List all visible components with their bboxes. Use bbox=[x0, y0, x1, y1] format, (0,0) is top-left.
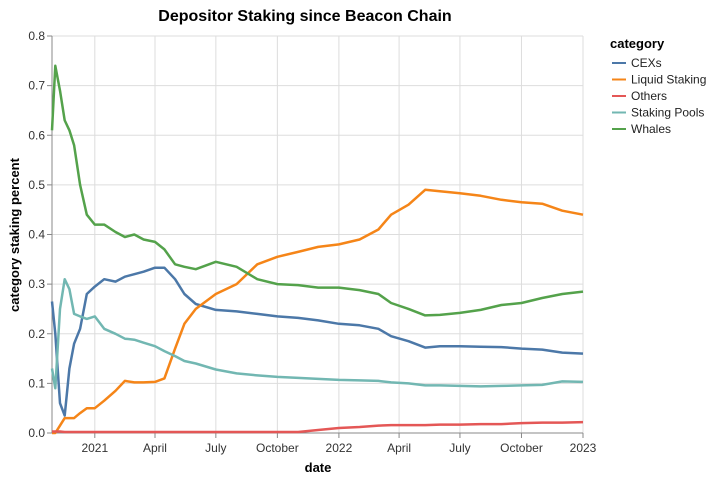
series-line-cexs bbox=[50, 266, 584, 417]
y-tick-label: 0.3 bbox=[28, 277, 45, 291]
x-tick-label: July bbox=[205, 441, 226, 455]
y-tick-label: 0.4 bbox=[28, 228, 45, 242]
y-tick-label: 0.8 bbox=[28, 29, 45, 43]
y-tick-label: 0.6 bbox=[28, 128, 45, 142]
legend-title: category bbox=[610, 36, 665, 51]
series-line-liquid-staking bbox=[52, 188, 584, 435]
x-tick-label: July bbox=[449, 441, 470, 455]
x-tick-label: 2023 bbox=[570, 441, 597, 455]
legend-label: Others bbox=[631, 89, 667, 103]
x-tick-label: October bbox=[256, 441, 299, 455]
x-tick-label: April bbox=[143, 441, 167, 455]
y-tick-label: 0.1 bbox=[28, 376, 45, 390]
legend-label: Liquid Staking bbox=[631, 73, 706, 87]
y-axis-label: category staking percent bbox=[7, 157, 22, 312]
legend: category CEXs Liquid Staking Others Staking… bbox=[610, 36, 706, 136]
series-line-staking-pools bbox=[50, 277, 584, 390]
x-tick-label: 2021 bbox=[81, 441, 108, 455]
series-line-whales bbox=[50, 64, 584, 317]
x-tick-label: April bbox=[387, 441, 411, 455]
legend-label: CEXs bbox=[631, 56, 662, 70]
legend-label: Whales bbox=[631, 122, 671, 136]
y-tick-label: 0.7 bbox=[28, 79, 45, 93]
x-axis-label: date bbox=[305, 460, 332, 475]
y-tick-label: 0.2 bbox=[28, 327, 45, 341]
series-lines bbox=[50, 64, 584, 435]
y-tick-label: 0.0 bbox=[28, 426, 45, 440]
legend-label: Staking Pools bbox=[631, 106, 704, 120]
grid bbox=[52, 35, 584, 434]
series-line-others bbox=[52, 420, 584, 434]
x-tick-label: 2022 bbox=[326, 441, 353, 455]
x-tick-label: October bbox=[500, 441, 543, 455]
axes: 0.0 0.1 0.2 0.3 0.4 0.5 0.6 0.7 0.8 2021 April July… bbox=[28, 29, 596, 455]
chart-title: Depositor Staking since Beacon Chain bbox=[158, 8, 451, 25]
y-tick-label: 0.5 bbox=[28, 178, 45, 192]
